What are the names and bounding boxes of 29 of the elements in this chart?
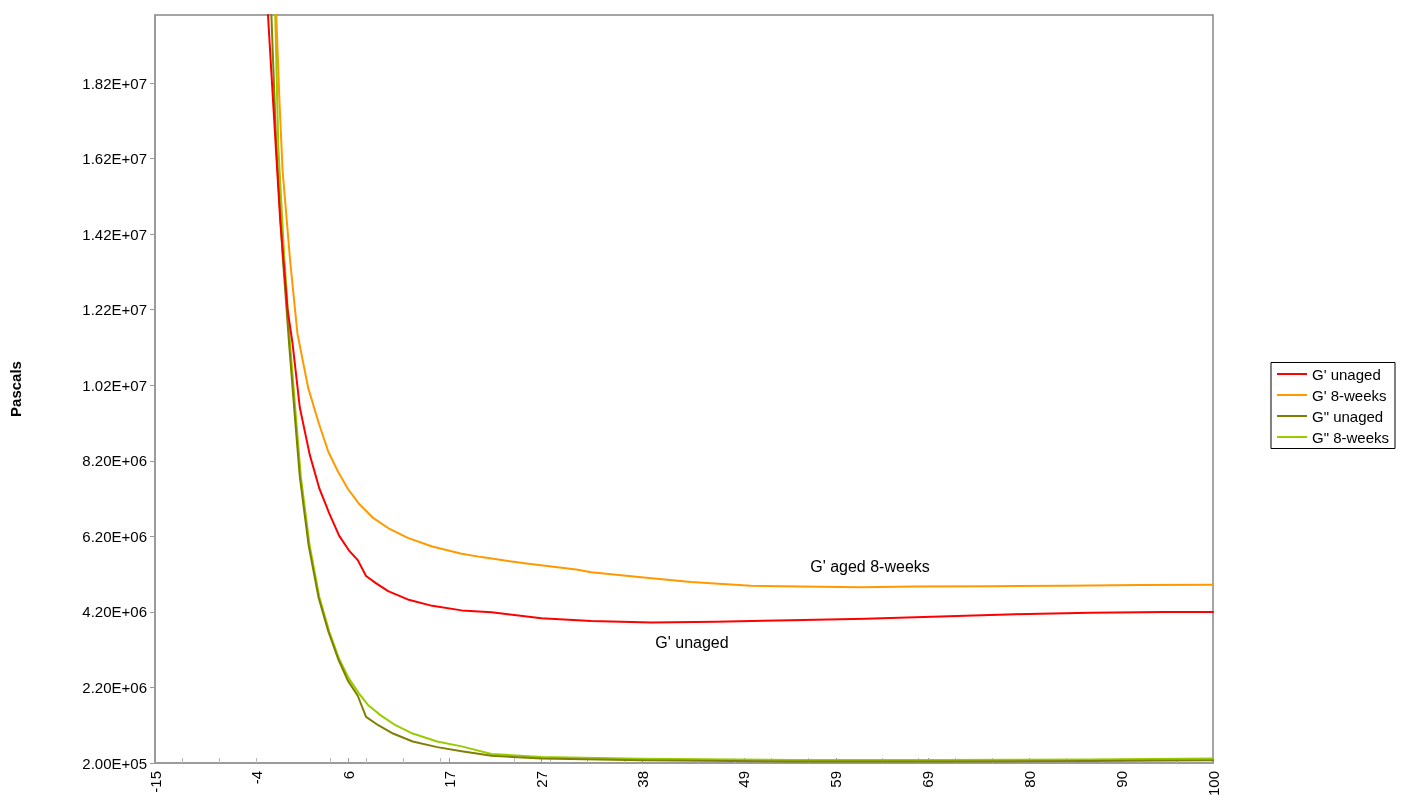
legend-label: G" 8-weeks: [1311, 428, 1389, 446]
x-tick-label: 69: [919, 771, 937, 788]
x-tick-label: 100: [1204, 771, 1222, 797]
annotation: G' aged 8-weeks: [810, 557, 930, 575]
y-tick-label: 8.20E+06: [82, 452, 147, 470]
y-axis-title: Pascals: [7, 361, 24, 417]
annotation: G' unaged: [655, 633, 729, 651]
y-tick-label: 4.20E+06: [82, 603, 147, 621]
x-tick-label: 27: [532, 771, 550, 788]
y-tick-label: 6.20E+06: [82, 527, 147, 545]
x-tick-label: 49: [735, 771, 753, 788]
x-tick-label: 80: [1020, 771, 1038, 788]
y-tick-label: 2.00E+05: [82, 754, 147, 772]
x-tick-label: 17: [440, 771, 458, 788]
y-tick-label: 1.42E+07: [82, 225, 147, 243]
y-tick-label: 1.22E+07: [82, 301, 147, 319]
x-tick-label: -15: [146, 771, 164, 793]
y-tick-label: 1.82E+07: [82, 74, 147, 92]
x-tick-label: 38: [634, 771, 652, 788]
x-tick-label: -4: [247, 771, 265, 785]
y-tick-label: 2.20E+06: [82, 678, 147, 696]
legend-label: G" unaged: [1311, 407, 1384, 425]
y-tick-label: 1.02E+07: [82, 376, 147, 394]
x-tick-label: 59: [827, 771, 845, 788]
x-tick-label: 90: [1112, 771, 1130, 788]
legend-label: G' unaged: [1311, 365, 1381, 383]
x-tick-label: 6: [339, 771, 357, 780]
y-tick-label: 1.62E+07: [82, 150, 147, 168]
legend-label: G' 8-weeks: [1311, 386, 1387, 404]
